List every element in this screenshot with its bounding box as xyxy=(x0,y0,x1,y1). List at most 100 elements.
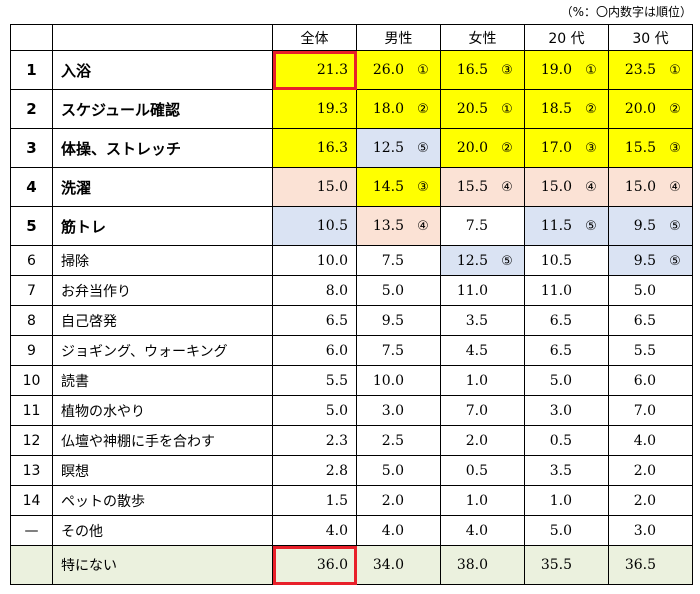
rank-mark: ④ xyxy=(417,219,429,234)
rank-mark: ③ xyxy=(417,180,429,195)
value-number: 7.0 xyxy=(633,402,656,419)
value-number: 0.5 xyxy=(549,432,572,449)
value-number: 9.5 xyxy=(633,252,656,269)
value-cell-20s: 18.5 ② xyxy=(524,89,609,129)
header-rank-blank xyxy=(10,24,53,51)
value-number: 17.0 xyxy=(540,140,572,156)
value-number: 5.0 xyxy=(633,282,656,299)
value-cell-female: 1.0 xyxy=(440,365,525,396)
value-number: 1.0 xyxy=(549,492,572,509)
rank-mark: ③ xyxy=(669,141,681,156)
header-male: 男性 xyxy=(356,24,441,51)
value-number: 20.0 xyxy=(624,101,656,117)
rank-mark: ⑤ xyxy=(669,253,681,269)
value-cell-male: 10.0 xyxy=(356,365,441,396)
value-number: 0.5 xyxy=(465,462,488,479)
value-cell-female: 20.0 ② xyxy=(440,128,525,168)
value-number: 6.5 xyxy=(549,342,572,359)
rank-cell: 4 xyxy=(10,167,53,207)
item-label: 筋トレ xyxy=(52,206,273,246)
value-cell-total: 5.0 xyxy=(272,395,357,426)
rank-mark: ④ xyxy=(501,180,513,195)
value-number: 20.5 xyxy=(456,101,488,117)
value-number: 21.3 xyxy=(316,62,348,78)
item-label: その他 xyxy=(52,515,273,546)
value-number: 7.0 xyxy=(465,402,488,419)
value-cell-female: 4.5 xyxy=(440,335,525,366)
rank-mark: ② xyxy=(669,102,681,117)
value-number: 15.0 xyxy=(540,179,572,195)
value-cell-total: 15.0 xyxy=(272,167,357,207)
value-cell-20s: 1.0 xyxy=(524,485,609,516)
item-label: 植物の水やり xyxy=(52,395,273,426)
value-number: 6.5 xyxy=(549,312,572,329)
value-number: 1.5 xyxy=(325,492,348,509)
value-cell-total: 1.5 xyxy=(272,485,357,516)
value-cell-female: 4.0 xyxy=(440,515,525,546)
table-row: 10 読書 5.5 10.0 1.0 5.0 6.0 xyxy=(10,365,693,396)
table-row: 9 ジョギング、ウォーキング 6.0 7.5 4.5 6.5 5.5 xyxy=(10,335,693,366)
value-cell-male: 2.0 xyxy=(356,485,441,516)
value-number: 14.5 xyxy=(372,179,404,195)
value-cell-male: 5.0 xyxy=(356,275,441,306)
value-number: 12.5 xyxy=(372,140,404,156)
value-cell-30s: 20.0 ② xyxy=(608,89,693,129)
item-label: お弁当作り xyxy=(52,275,273,306)
item-label: 洗濯 xyxy=(52,167,273,207)
value-cell-20s: 11.0 xyxy=(524,275,609,306)
value-number: 3.0 xyxy=(633,522,656,539)
value-number: 12.5 xyxy=(456,252,488,269)
rank-mark: ① xyxy=(669,63,681,78)
value-number: 6.5 xyxy=(325,312,348,329)
value-cell-total: 19.3 xyxy=(272,89,357,129)
value-number: 13.5 xyxy=(372,218,404,234)
value-number: 4.0 xyxy=(325,522,348,539)
value-number: 5.5 xyxy=(633,342,656,359)
value-number: 10.5 xyxy=(316,218,348,234)
value-cell-30s: 7.0 xyxy=(608,395,693,426)
item-label: 自己啓発 xyxy=(52,305,273,336)
value-cell-total: 4.0 xyxy=(272,515,357,546)
value-number: 4.0 xyxy=(633,432,656,449)
value-number: 2.0 xyxy=(465,432,488,449)
value-number: 7.5 xyxy=(381,252,404,269)
value-number: 1.0 xyxy=(465,372,488,389)
header-30s: 30 代 xyxy=(608,24,693,51)
value-number: 6.0 xyxy=(633,372,656,389)
rank-mark: ③ xyxy=(501,63,513,78)
value-cell-30s: 9.5 ⑤ xyxy=(608,206,693,246)
item-label: 掃除 xyxy=(52,245,273,276)
value-cell-20s: 5.0 xyxy=(524,365,609,396)
value-cell-30s: 9.5 ⑤ xyxy=(608,245,693,276)
value-cell-20s: 0.5 xyxy=(524,425,609,456)
value-cell-total: 5.5 xyxy=(272,365,357,396)
table-row: 5 筋トレ 10.5 13.5 ④ 7.5 11.5 ⑤ 9.5 ⑤ xyxy=(10,206,693,246)
value-cell-20s: 11.5 ⑤ xyxy=(524,206,609,246)
value-number: 5.0 xyxy=(549,522,572,539)
value-number: 35.5 xyxy=(540,557,572,573)
item-label: 読書 xyxy=(52,365,273,396)
value-cell-30s: 36.5 xyxy=(608,545,693,585)
rank-cell: 6 xyxy=(10,245,53,276)
value-cell-20s: 17.0 ③ xyxy=(524,128,609,168)
rank-cell: 12 xyxy=(10,425,53,456)
rank-cell: 9 xyxy=(10,335,53,366)
value-cell-20s: 3.5 xyxy=(524,455,609,486)
header-row: 全体 男性 女性 20 代 30 代 xyxy=(10,24,693,51)
value-cell-total: 16.3 xyxy=(272,128,357,168)
header-female: 女性 xyxy=(440,24,525,51)
rank-mark: ② xyxy=(501,141,513,156)
value-cell-30s: 3.0 xyxy=(608,515,693,546)
table-row: 4 洗濯 15.0 14.5 ③ 15.5 ④ 15.0 ④ 15.0 ④ xyxy=(10,167,693,207)
value-cell-30s: 15.0 ④ xyxy=(608,167,693,207)
value-cell-total: 6.0 xyxy=(272,335,357,366)
rank-mark: ⑤ xyxy=(585,219,597,234)
rank-mark: ④ xyxy=(585,180,597,195)
value-number: 16.5 xyxy=(456,62,488,78)
header-20s: 20 代 xyxy=(524,24,609,51)
value-number: 15.5 xyxy=(456,179,488,195)
value-number: 10.5 xyxy=(540,252,572,269)
value-cell-total: 36.0 xyxy=(272,545,357,585)
rank-cell: 11 xyxy=(10,395,53,426)
value-number: 20.0 xyxy=(456,140,488,156)
